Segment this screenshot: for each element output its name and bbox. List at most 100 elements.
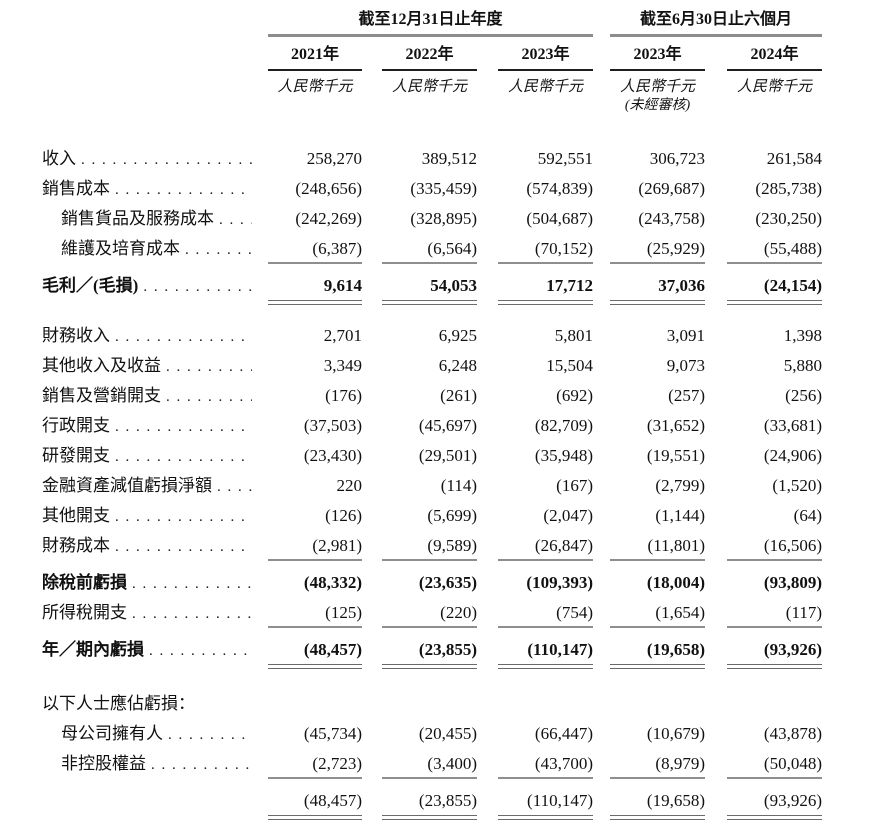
row-label: 除稅前虧損 — [42, 568, 268, 598]
value-cell: (31,652) — [646, 416, 705, 435]
table-row: 銷售貨品及服務成本 (242,269) (328,895) (504,687) (243… — [42, 204, 894, 234]
value-cell: (66,447) — [534, 724, 593, 743]
unit-header-row: 人民幣千元 人民幣千元 人民幣千元 人民幣千元 (未經審核) 人民幣千元 — [42, 71, 894, 115]
value-cell: (328,895) — [410, 209, 477, 228]
table-row: 母公司擁有人 (45,734) (20,455) (66,447) (10,679) (4… — [42, 719, 894, 749]
value-cell: (82,709) — [534, 416, 593, 435]
table-row: 收入 258,270 389,512 592,551 306,723 261,584 — [42, 144, 894, 174]
value-cell: (243,758) — [638, 209, 705, 228]
value-cell: (29,501) — [418, 446, 477, 465]
value-cell: (26,847) — [498, 531, 593, 561]
row-label: 毛利／(毛損) — [42, 271, 268, 301]
table-row: 行政開支 (37,503) (45,697) (82,709) (31,652) (33,… — [42, 411, 894, 441]
value-cell: (109,393) — [526, 573, 593, 592]
table-row: 所得稅開支 (125) (220) (754) (1,654) (117) — [42, 598, 894, 628]
row-label: 以下人士應佔虧損： — [42, 689, 268, 719]
column-group-interim-title: 截至6月30日止六個月 — [639, 11, 792, 28]
table-row: 銷售及營銷開支 (176) (261) (692) (257) (256) — [42, 381, 894, 411]
row-label-text: 其他開支 — [42, 506, 110, 525]
value-cell — [498, 689, 593, 719]
table-row: 財務收入 2,701 6,925 5,801 3,091 1,398 — [42, 321, 894, 351]
label-column-spacer — [42, 10, 268, 37]
row-label-text: 毛利／(毛損) — [42, 276, 139, 295]
row-label-text: 所得稅開支 — [42, 603, 127, 622]
value-cell: (24,154) — [727, 271, 822, 305]
value-cell: (257) — [668, 386, 705, 405]
value-cell: 54,053 — [382, 271, 477, 305]
value-cell: (110,147) — [498, 786, 593, 820]
dot-leader — [115, 442, 252, 471]
row-label-text: 以下人士應佔虧損： — [42, 694, 195, 713]
unit-text: 人民幣千元 — [391, 79, 467, 95]
row-label: 其他開支 — [42, 501, 268, 531]
dot-leader — [149, 636, 252, 665]
dot-leader — [185, 235, 252, 264]
value-cell: (33,681) — [763, 416, 822, 435]
column-group-interim: 截至6月30日止六個月 — [610, 10, 822, 37]
value-cell: 258,270 — [306, 149, 362, 168]
table-row: 研發開支 (23,430) (29,501) (35,948) (19,551) (24,… — [42, 441, 894, 471]
table-row: 除稅前虧損 (48,332) (23,635) (109,393) (18,004) (9… — [42, 568, 894, 598]
section-gap — [42, 311, 894, 321]
value-cell: (125) — [268, 598, 362, 628]
column-year-label: 2022年 — [382, 37, 477, 71]
row-label: 母公司擁有人 — [42, 719, 268, 749]
section-gap — [42, 675, 894, 689]
value-cell: (242,269) — [295, 209, 362, 228]
value-cell: 306,723 — [649, 149, 705, 168]
value-cell: 2,701 — [323, 326, 362, 345]
table-row: 金融資產減值虧損淨額 220 (114) (167) (2,799) (1,520) — [42, 471, 894, 501]
value-cell: 9,073 — [666, 356, 705, 375]
value-cell: (574,839) — [526, 179, 593, 198]
value-cell: (6,564) — [382, 234, 477, 264]
column-unit-label: 人民幣千元 — [268, 71, 362, 115]
dot-leader — [115, 532, 252, 561]
row-label-text: 銷售貨品及服務成本 — [61, 209, 214, 228]
table-row: 銷售成本 (248,656) (335,459) (574,839) (269,687)… — [42, 174, 894, 204]
year-header-row: 2021年 2022年 2023年 2023年 2024年 — [42, 37, 894, 71]
value-cell: (55,488) — [727, 234, 822, 264]
value-cell: (37,503) — [303, 416, 362, 435]
unit-text: 人民幣千元 — [619, 79, 695, 95]
column-unit-label: 人民幣千元 (未經審核) — [610, 71, 705, 115]
value-cell: (1,654) — [610, 598, 705, 628]
label-column-spacer — [42, 71, 268, 115]
row-label: 銷售貨品及服務成本 — [42, 204, 268, 234]
dot-leader — [115, 322, 252, 351]
value-cell: (126) — [325, 506, 362, 525]
unit-text: 人民幣千元 — [736, 79, 812, 95]
label-column-spacer — [42, 37, 268, 71]
value-cell: (117) — [727, 598, 822, 628]
value-cell: 37,036 — [610, 271, 705, 305]
dot-leader — [132, 569, 252, 598]
dot-leader — [143, 272, 252, 301]
value-cell: (23,855) — [382, 786, 477, 820]
value-cell: (176) — [325, 386, 362, 405]
value-cell: 3,091 — [666, 326, 705, 345]
value-cell: (114) — [440, 476, 477, 495]
table-row: 其他收入及收益 3,349 6,248 15,504 9,073 5,880 — [42, 351, 894, 381]
value-cell: (2,981) — [268, 531, 362, 561]
value-cell: (45,697) — [418, 416, 477, 435]
value-cell: (19,658) — [610, 635, 705, 669]
row-label-text: 金融資產減值虧損淨額 — [42, 476, 212, 495]
value-cell: (754) — [498, 598, 593, 628]
dot-leader — [115, 412, 252, 441]
table-row: 毛利／(毛損) 9,614 54,053 17,712 37,036 (24,154) — [42, 271, 894, 305]
column-year-label: 2021年 — [268, 37, 362, 71]
value-cell: (48,457) — [268, 786, 362, 820]
row-label: 非控股權益 — [42, 749, 268, 779]
table-row: 以下人士應佔虧損： — [42, 689, 894, 719]
value-cell: 6,248 — [438, 356, 477, 375]
unit-text: 人民幣千元 — [277, 79, 353, 95]
value-cell: (70,152) — [498, 234, 593, 264]
value-cell: (3,400) — [382, 749, 477, 779]
value-cell: 15,504 — [546, 356, 593, 375]
value-cell: (93,809) — [763, 573, 822, 592]
value-cell: (248,656) — [295, 179, 362, 198]
value-cell: 17,712 — [498, 271, 593, 305]
row-label: 收入 — [42, 144, 268, 174]
value-cell: (20,455) — [418, 724, 477, 743]
row-label-text: 年／期內虧損 — [42, 640, 144, 659]
column-unit-label: 人民幣千元 — [727, 71, 822, 115]
